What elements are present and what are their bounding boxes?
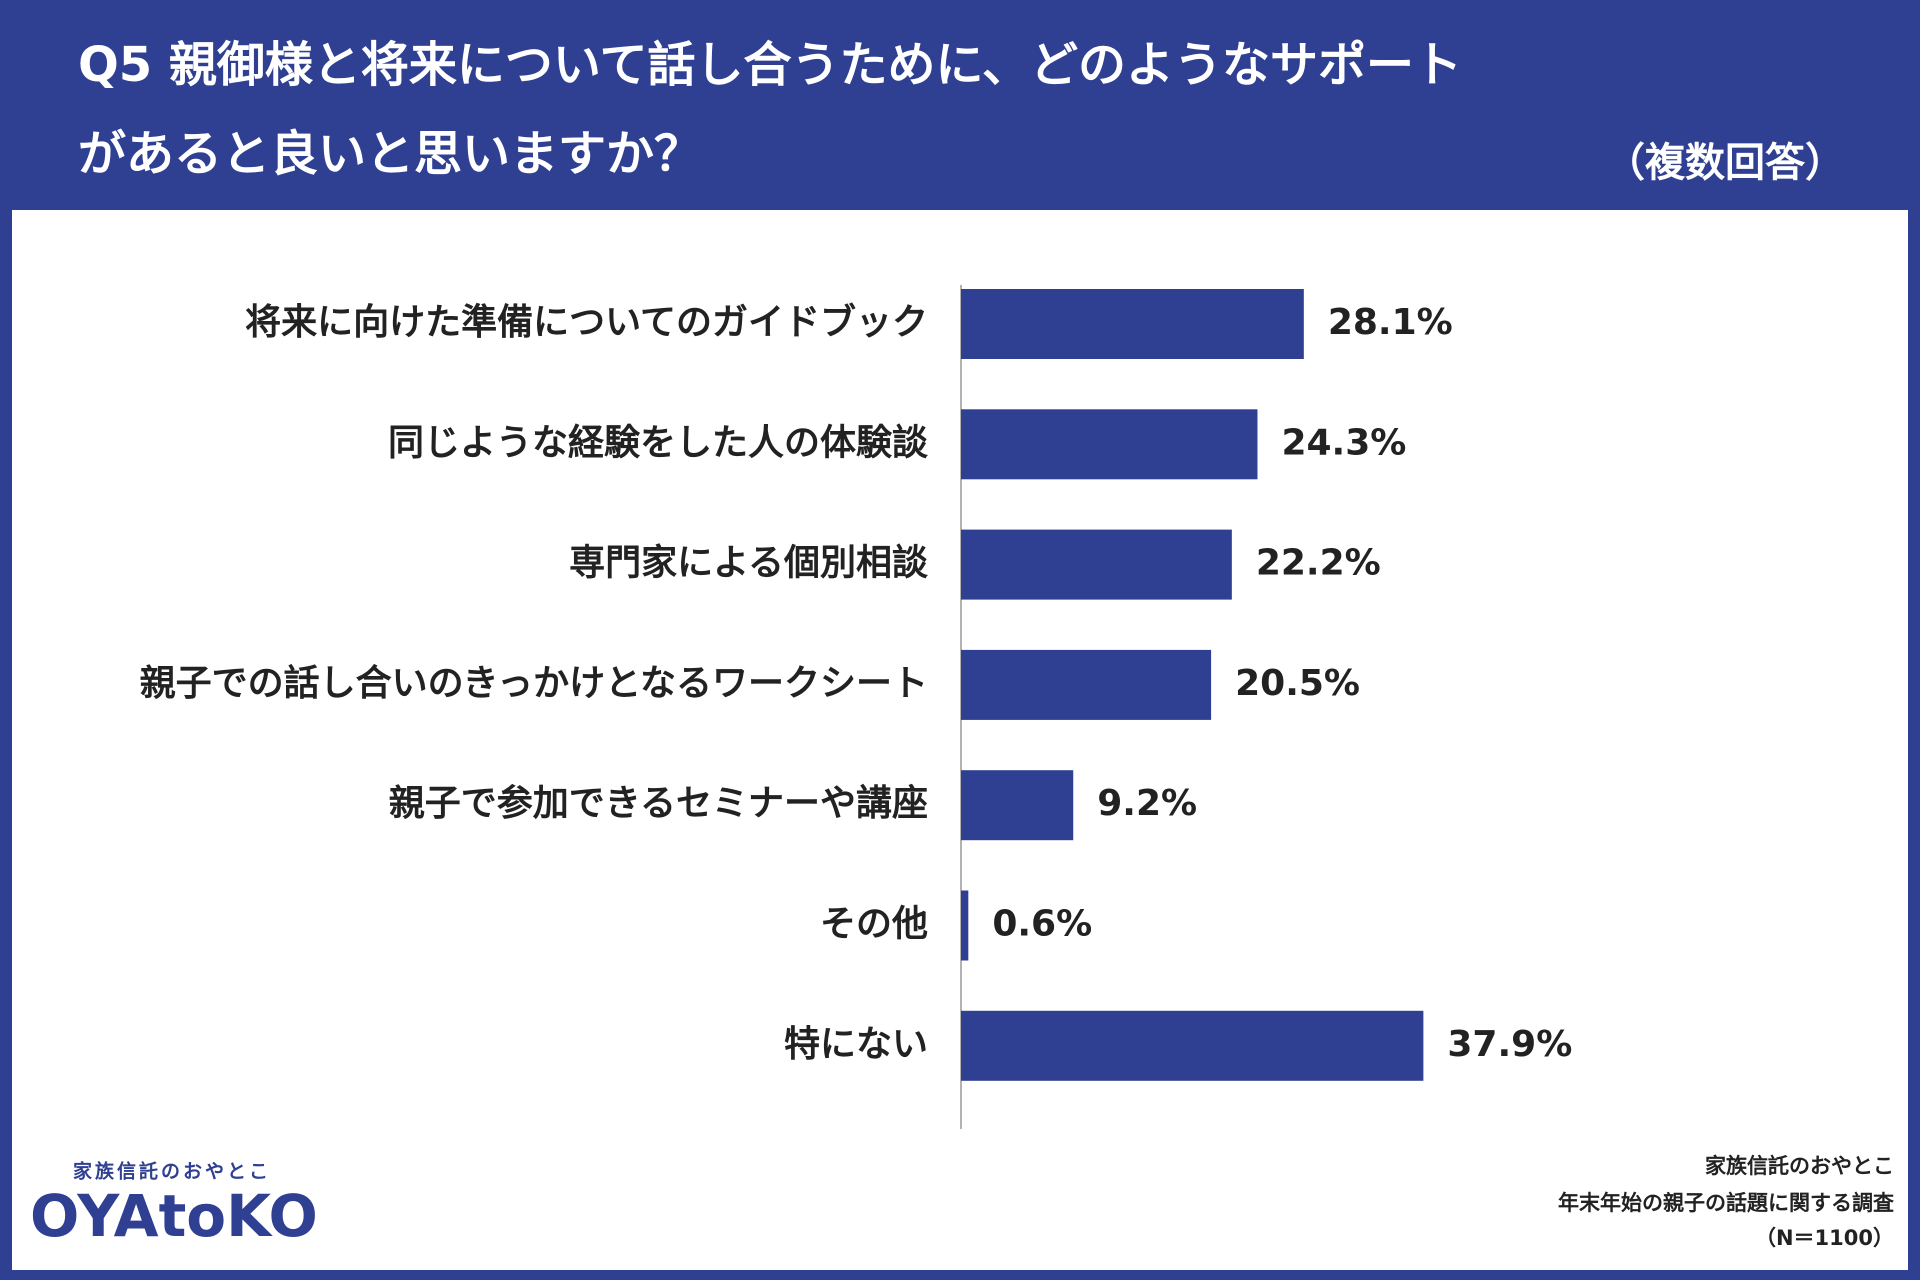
value-label: 24.3% — [1281, 422, 1406, 463]
source-line: 年末年始の親子の話題に関する調査 — [1558, 1191, 1894, 1215]
bar — [961, 289, 1304, 359]
source-line: （N＝1100） — [1755, 1226, 1894, 1250]
source-line: 家族信託のおやとこ — [1705, 1154, 1894, 1178]
category-label: 将来に向けた準備についてのガイドブック — [245, 301, 928, 343]
value-label: 9.2% — [1097, 783, 1197, 824]
bar — [961, 409, 1258, 480]
bar — [961, 1010, 1424, 1081]
bar — [961, 770, 1074, 841]
panel — [12, 210, 1908, 1270]
category-label: 専門家による個別相談 — [569, 543, 928, 584]
logo-name: OYAtoKO — [30, 1182, 318, 1250]
bar — [961, 529, 1232, 600]
value-label: 0.6% — [992, 904, 1092, 945]
value-label: 37.9% — [1447, 1024, 1572, 1065]
category-label: 同じような経験をした人の体験談 — [388, 422, 928, 463]
title-line: Q5 親御様と将来について話し合うために、どのようなサポート — [78, 37, 1462, 93]
value-label: 28.1% — [1328, 302, 1453, 343]
category-label: 親子で参加できるセミナーや講座 — [389, 782, 928, 824]
category-label: その他 — [820, 904, 928, 945]
bar — [961, 649, 1212, 720]
subtitle: （複数回答） — [1605, 140, 1845, 186]
value-label: 22.2% — [1256, 543, 1381, 584]
bar — [961, 890, 969, 961]
logo-tagline: 家族信託のおやとこ — [73, 1160, 271, 1183]
value-label: 20.5% — [1235, 663, 1360, 704]
title-line: があると良いと思いますか？ — [78, 126, 702, 182]
category-label: 親子での話し合いのきっかけとなるワークシート — [140, 663, 928, 704]
category-label: 特にない — [784, 1024, 928, 1065]
